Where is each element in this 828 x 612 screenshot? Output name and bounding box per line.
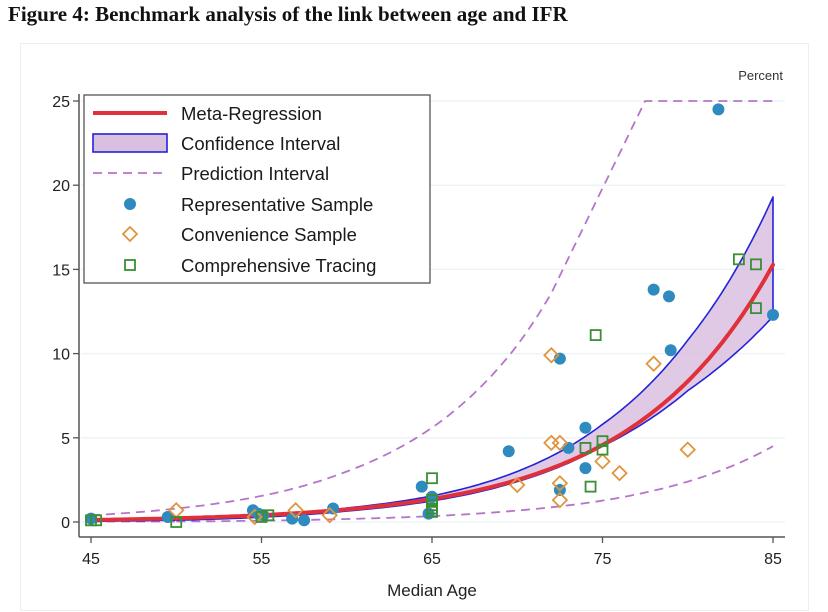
- prediction-lower-line: [176, 445, 774, 523]
- circle-point: [662, 290, 675, 303]
- diamond-point: [594, 453, 611, 470]
- legend-item-convenience-sample: Convenience Sample: [121, 224, 357, 245]
- legend-label: Meta-Regression: [181, 103, 322, 124]
- diamond-point: [321, 506, 338, 524]
- legend-label: Comprehensive Tracing: [181, 255, 376, 276]
- x-tick-label: 85: [764, 551, 782, 568]
- legend-label: Representative Sample: [181, 194, 373, 215]
- circle-point: [664, 344, 677, 357]
- diamond-point: [543, 347, 560, 364]
- legend-square-icon: [124, 259, 136, 271]
- square-point: [579, 442, 592, 454]
- y-tick-labels: 0 5 10 15 20 25: [52, 94, 70, 532]
- legend-diamond-icon: [121, 225, 139, 243]
- diamond-point: [611, 464, 628, 482]
- y-unit-label: Percent: [738, 68, 783, 83]
- x-axis-title: Median Age: [387, 581, 477, 600]
- square-point: [255, 511, 268, 523]
- circle-point: [767, 308, 779, 321]
- diamond-point: [246, 508, 263, 526]
- y-tick-label: 20: [52, 178, 70, 195]
- data-points: [85, 103, 779, 528]
- prediction-interval: [90, 100, 774, 523]
- circle-point: [502, 445, 515, 458]
- legend-item-representative-sample: Representative Sample: [124, 194, 373, 215]
- x-tick-labels: 45 55 65 75 85: [82, 551, 782, 568]
- prediction-upper-line: [90, 100, 773, 517]
- axes: [73, 94, 785, 543]
- square-point: [596, 443, 609, 456]
- circle-point: [562, 441, 575, 454]
- legend-item-comprehensive-tracing: Comprehensive Tracing: [124, 255, 376, 276]
- x-tick-label: 75: [594, 551, 612, 568]
- circle-point: [327, 502, 340, 515]
- square-point: [90, 514, 103, 527]
- square-point: [426, 505, 438, 518]
- square-point: [262, 509, 275, 522]
- circle-point: [712, 103, 725, 116]
- square-point: [750, 258, 762, 271]
- circle-point: [298, 514, 311, 527]
- legend-label: Prediction Interval: [181, 163, 329, 184]
- square-point: [596, 435, 609, 448]
- series-comprehensive-tracing: [85, 253, 762, 528]
- legend-label: Confidence Interval: [181, 133, 340, 154]
- square-point: [589, 329, 602, 341]
- square-point: [426, 472, 438, 485]
- diamond-point: [679, 441, 697, 458]
- diamond-point: [645, 355, 662, 372]
- square-point: [584, 480, 597, 493]
- y-tick-label: 25: [52, 94, 70, 111]
- diamond-point: [508, 476, 526, 494]
- diamond-point: [551, 434, 569, 452]
- series-convenience-sample: [167, 347, 697, 526]
- legend-label: Convenience Sample: [181, 224, 357, 245]
- figure-title: Figure 4: Benchmark analysis of the link…: [8, 2, 568, 26]
- legend-item-meta-regression: Meta-Regression: [93, 103, 322, 124]
- y-tick-label: 15: [52, 262, 70, 279]
- x-tick-label: 65: [423, 551, 441, 568]
- legend-circle-icon: [124, 198, 136, 210]
- y-tick-label: 0: [61, 515, 70, 532]
- y-tick-label: 10: [52, 347, 70, 364]
- diamond-point: [551, 474, 569, 492]
- square-point: [170, 516, 183, 528]
- legend-item-prediction-interval: Prediction Interval: [93, 163, 329, 184]
- diamond-point: [287, 501, 304, 519]
- x-tick-label: 55: [253, 551, 271, 568]
- circle-point: [647, 283, 660, 296]
- circle-point: [579, 462, 592, 475]
- y-tick-label: 5: [61, 431, 70, 448]
- circle-point: [579, 421, 592, 434]
- x-tick-label: 45: [82, 551, 100, 568]
- legend-band-swatch: [92, 133, 168, 153]
- circle-point: [415, 480, 428, 493]
- legend: Meta-Regression Confidence Interval Predic…: [83, 94, 431, 284]
- square-point: [733, 253, 745, 266]
- legend-box: [83, 94, 431, 284]
- legend-item-confidence-interval: Confidence Interval: [92, 133, 340, 154]
- diamond-point: [551, 491, 569, 509]
- square-point: [750, 302, 762, 315]
